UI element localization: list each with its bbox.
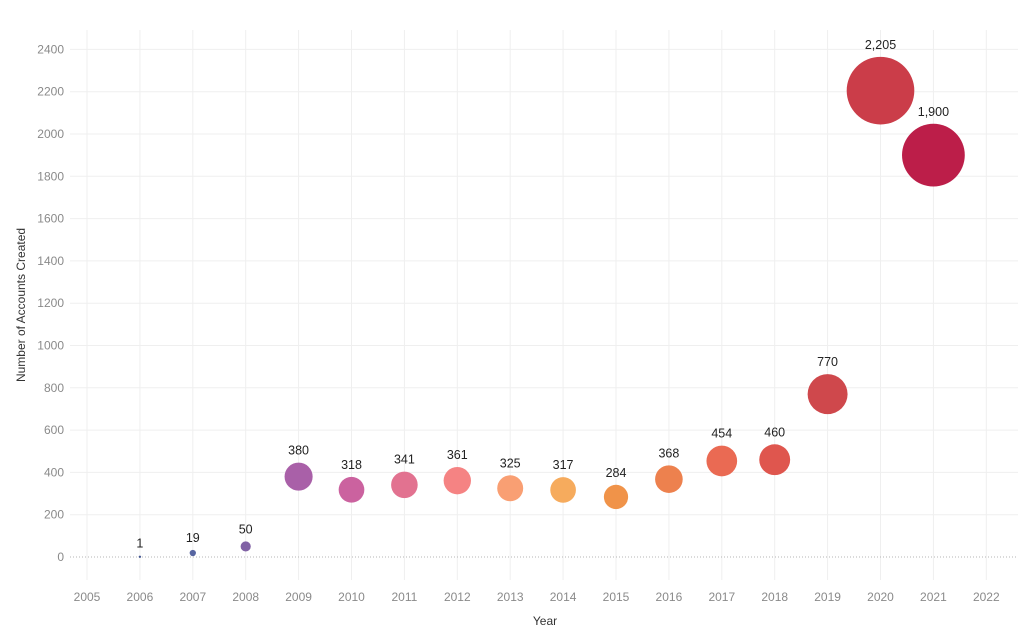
y-axis-title: Number of Accounts Created (14, 228, 28, 382)
x-tick-label: 2006 (127, 590, 154, 604)
x-tick-label: 2013 (497, 590, 524, 604)
y-tick-label: 1800 (37, 169, 64, 183)
data-label-2008: 50 (239, 522, 253, 536)
data-label-2010: 318 (341, 458, 362, 472)
data-label-2018: 460 (764, 425, 785, 439)
x-tick-label: 2016 (656, 590, 683, 604)
bubble-2016[interactable] (655, 465, 683, 493)
bubble-2019[interactable] (807, 374, 848, 415)
y-tick-label: 200 (44, 508, 64, 522)
tick-layer: 0 200 400 600 800 1000 1200 1400 1600 1800 2000 220… (37, 42, 1000, 604)
bubble-2011[interactable] (391, 471, 418, 499)
bubble-layer (138, 56, 965, 558)
x-tick-label: 2019 (814, 590, 841, 604)
bubble-2020[interactable] (846, 56, 915, 125)
bubble-2009[interactable] (284, 462, 313, 491)
x-axis-title: Year (533, 614, 557, 628)
y-tick-label: 1600 (37, 212, 64, 226)
y-tick-label: 800 (44, 381, 64, 395)
y-tick-label: 1400 (37, 254, 64, 268)
bubble-2017[interactable] (706, 445, 738, 477)
data-label-2016: 368 (658, 446, 679, 460)
bubble-2010[interactable] (338, 476, 365, 503)
x-tick-label: 2007 (179, 590, 206, 604)
bubble-2013[interactable] (497, 475, 524, 502)
data-label-2011: 341 (394, 453, 415, 467)
x-tick-label: 2018 (761, 590, 788, 604)
data-label-2020: 2,205 (865, 38, 896, 52)
y-tick-label: 600 (44, 423, 64, 437)
x-tick-label: 2022 (973, 590, 1000, 604)
y-tick-label: 2400 (37, 42, 64, 56)
x-tick-label: 2005 (74, 590, 101, 604)
data-label-2017: 454 (711, 427, 732, 441)
x-tick-label: 2008 (232, 590, 259, 604)
data-label-2015: 284 (606, 466, 627, 480)
bubble-2006[interactable] (138, 555, 142, 558)
bubble-2008[interactable] (240, 541, 251, 552)
bubble-2021[interactable] (902, 123, 965, 187)
bubble-2018[interactable] (759, 444, 791, 476)
data-label-2009: 380 (288, 444, 309, 458)
x-tick-label: 2015 (603, 590, 630, 604)
y-tick-label: 2000 (37, 127, 64, 141)
x-tick-label: 2021 (920, 590, 947, 604)
bubble-2012[interactable] (443, 466, 471, 495)
bubble-2007[interactable] (189, 549, 196, 557)
x-tick-label: 2012 (444, 590, 471, 604)
data-label-2013: 325 (500, 456, 521, 470)
y-tick-label: 1000 (37, 339, 64, 353)
x-tick-label: 2010 (338, 590, 365, 604)
y-tick-label: 0 (57, 550, 64, 564)
x-tick-label: 2017 (708, 590, 735, 604)
y-tick-label: 400 (44, 465, 64, 479)
x-tick-label: 2020 (867, 590, 894, 604)
data-label-2021: 1,900 (918, 105, 949, 119)
data-label-layer: 1 19 50 380 318 341 361 325 317 284 368 454 460 770 2,… (136, 38, 949, 551)
x-tick-label: 2009 (285, 590, 312, 604)
x-tick-label: 2011 (391, 590, 417, 604)
data-label-2007: 19 (186, 531, 200, 545)
y-tick-label: 2200 (37, 85, 64, 99)
data-label-2019: 770 (817, 355, 838, 369)
bubble-2015[interactable] (603, 484, 629, 510)
data-label-2014: 317 (553, 458, 574, 472)
y-tick-label: 1200 (37, 296, 64, 310)
bubble-2014[interactable] (550, 477, 576, 503)
data-label-2012: 361 (447, 448, 468, 462)
x-tick-label: 2014 (550, 590, 577, 604)
data-label-2006: 1 (136, 537, 143, 551)
